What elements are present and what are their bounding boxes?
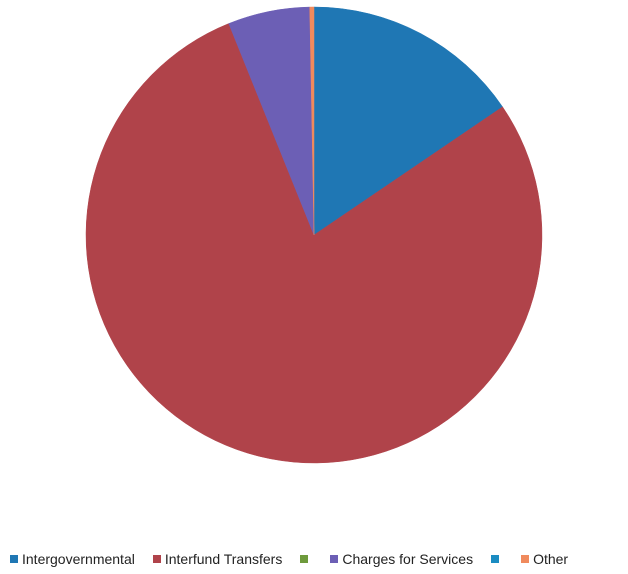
legend-swatch <box>521 555 530 563</box>
legend-item-intergovernmental: Intergovernmental <box>10 551 135 567</box>
legend-swatch <box>300 555 309 563</box>
legend-item-charges-for-services: Charges for Services <box>330 551 473 567</box>
pie-slice-other <box>309 6 315 236</box>
legend-label: Other <box>533 551 569 567</box>
legend-swatch <box>152 555 161 563</box>
legend-swatch <box>10 555 18 563</box>
legend-item-other: Other <box>521 551 568 567</box>
legend-label: Intergovernmental <box>22 551 135 567</box>
pie-slice-intergovernmental <box>313 6 503 236</box>
legend-item-interfund-transfers: Interfund Transfers <box>152 551 283 567</box>
legend-label: Interfund Transfers <box>164 551 283 567</box>
legend-label: Charges for Services <box>342 551 474 567</box>
legend-item-unlabeled-4 <box>491 555 503 563</box>
legend-swatch <box>330 555 339 563</box>
legend-swatch <box>491 555 500 563</box>
pie-slice-interfund-transfers <box>85 23 543 464</box>
chart-legend: Intergovernmental Interfund Transfers Char… <box>10 549 624 569</box>
legend-item-unlabeled-2 <box>300 555 312 563</box>
